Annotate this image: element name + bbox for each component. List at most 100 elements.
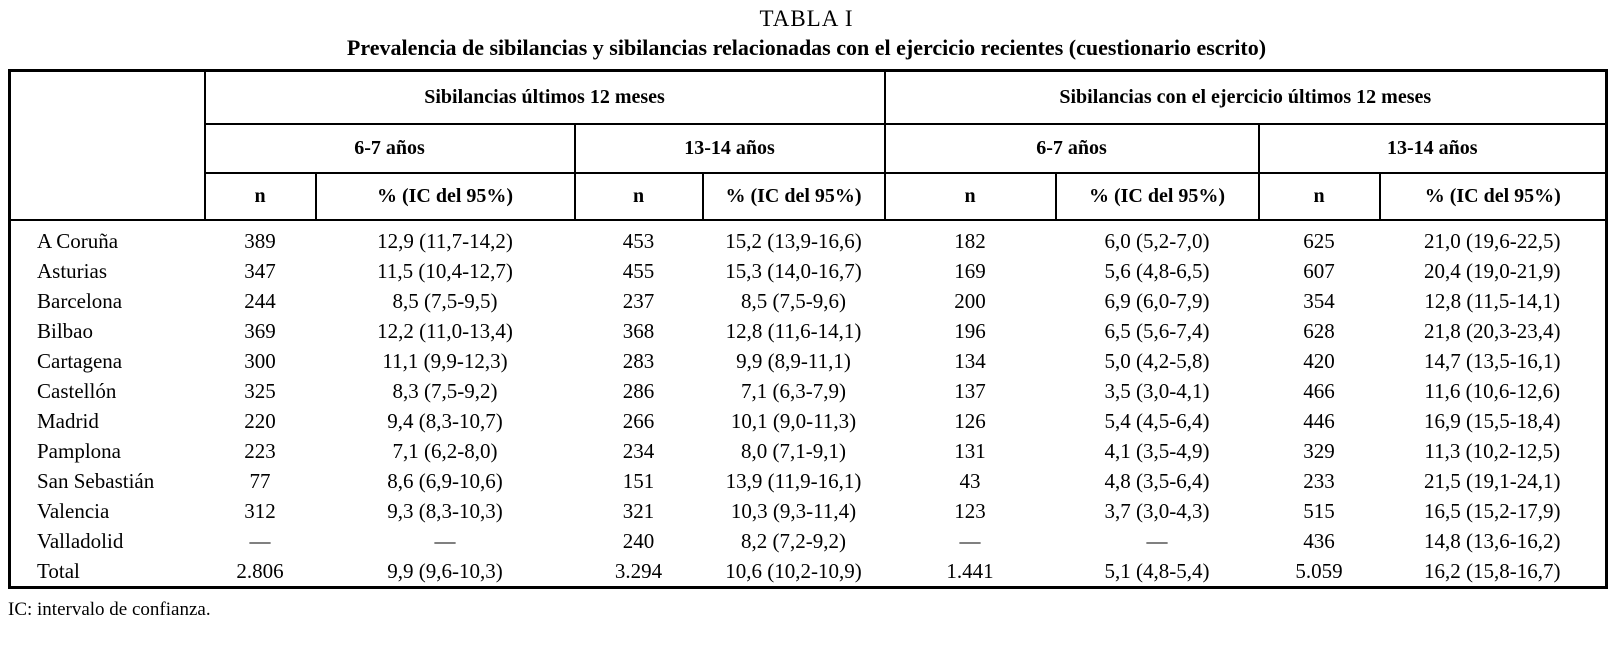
col-header-n: n bbox=[883, 171, 1057, 221]
data-cell: 16,5 (15,2-17,9) bbox=[1424, 498, 1561, 523]
data-cell: 354 bbox=[1303, 288, 1335, 313]
data-cell: 10,3 (9,3-11,4) bbox=[730, 498, 857, 523]
col-header-n: n bbox=[573, 171, 704, 221]
table-row: Asturias 347 11,5 (10,4-12,7) 455 15,3 (14,0… bbox=[10, 256, 1607, 286]
data-cell: 8,0 (7,1-9,1) bbox=[741, 438, 846, 463]
row-label: Castellón bbox=[37, 378, 117, 403]
row-label: Valencia bbox=[37, 498, 110, 523]
data-cell: 607 bbox=[1303, 258, 1335, 283]
data-cell: 8,3 (7,5-9,2) bbox=[392, 378, 498, 403]
data-cell: 436 bbox=[1303, 528, 1335, 553]
data-cell: — bbox=[1146, 528, 1168, 553]
row-label: A Coruña bbox=[37, 228, 119, 253]
data-cell: 453 bbox=[622, 228, 655, 253]
data-cell: 3,5 (3,0-4,1) bbox=[1104, 378, 1210, 403]
data-cell: 9,4 (8,3-10,7) bbox=[387, 408, 503, 433]
data-cell: 10,6 (10,2-10,9) bbox=[725, 558, 862, 583]
data-cell: 12,8 (11,5-14,1) bbox=[1424, 288, 1561, 313]
row-label: San Sebastián bbox=[37, 468, 155, 493]
data-cell: 21,0 (19,6-22,5) bbox=[1424, 228, 1561, 253]
age-header: 13-14 años bbox=[573, 122, 886, 174]
corner-cell bbox=[8, 69, 206, 221]
data-cell: 200 bbox=[954, 288, 986, 313]
footnote: IC: intervalo de confianza. bbox=[8, 598, 211, 620]
row-label: Asturias bbox=[37, 258, 107, 283]
data-cell: 389 bbox=[244, 228, 276, 253]
data-cell: 300 bbox=[244, 348, 276, 373]
row-label: Pamplona bbox=[37, 438, 121, 463]
data-cell: 8,2 (7,2-9,2) bbox=[741, 528, 846, 553]
data-cell: 8,6 (6,9-10,6) bbox=[387, 468, 503, 493]
table-row: Barcelona 244 8,5 (7,5-9,5) 237 8,5 (7,5-9,6… bbox=[10, 286, 1607, 316]
data-cell: 286 bbox=[622, 378, 655, 403]
page-subtitle: Prevalencia de sibilancias y sibilancias… bbox=[346, 35, 1267, 60]
data-cell: 196 bbox=[954, 318, 986, 343]
age-header: 13-14 años bbox=[1257, 122, 1609, 174]
table-row: Total 2.806 9,9 (9,6-10,3) 3.294 10,6 (10,2-… bbox=[10, 556, 1607, 588]
data-cell: 20,4 (19,0-21,9) bbox=[1424, 258, 1561, 283]
data-cell: 15,3 (14,0-16,7) bbox=[725, 258, 862, 283]
data-cell: 15,2 (13,9-16,6) bbox=[725, 228, 862, 253]
data-cell: 5.059 bbox=[1295, 558, 1343, 583]
data-cell: 9,9 (8,9-11,1) bbox=[736, 348, 851, 373]
table-row: Castellón 325 8,3 (7,5-9,2) 286 7,1 (6,3-7,9… bbox=[10, 376, 1607, 406]
table-row: Cartagena 300 11,1 (9,9-12,3) 283 9,9 (8,9-1… bbox=[10, 346, 1607, 376]
data-cell: 4,8 (3,5-6,4) bbox=[1104, 468, 1210, 493]
data-cell: 151 bbox=[622, 468, 655, 493]
table-row: Bilbao 369 12,2 (11,0-13,4) 368 12,8 (11,6-1… bbox=[10, 316, 1607, 346]
data-cell: 5,1 (4,8-5,4) bbox=[1104, 558, 1210, 583]
data-cell: 137 bbox=[954, 378, 986, 403]
col-header-pct: % (IC del 95%) bbox=[701, 171, 886, 221]
data-cell: 240 bbox=[622, 528, 655, 553]
group-header-wheeze: Sibilancias últimos 12 meses bbox=[203, 69, 886, 125]
col-header-pct: % (IC del 95%) bbox=[1378, 171, 1609, 221]
data-cell: 1.441 bbox=[946, 558, 994, 583]
data-cell: 233 bbox=[1303, 468, 1335, 493]
data-cell: 43 bbox=[959, 468, 981, 493]
data-cell: 126 bbox=[954, 408, 986, 433]
table-row: San Sebastián 77 8,6 (6,9-10,6) 151 13,9 (11… bbox=[10, 466, 1607, 496]
data-cell: 628 bbox=[1303, 318, 1335, 343]
data-cell: 3.294 bbox=[614, 558, 663, 583]
prevalence-table: Sibilancias últimos 12 meses Sibilancias… bbox=[8, 69, 1609, 589]
data-cell: 21,5 (19,1-24,1) bbox=[1424, 468, 1561, 493]
data-cell: 11,5 (10,4-12,7) bbox=[377, 258, 513, 283]
data-cell: 466 bbox=[1303, 378, 1335, 403]
data-cell: 14,8 (13,6-16,2) bbox=[1424, 528, 1561, 553]
data-cell: 5,6 (4,8-6,5) bbox=[1104, 258, 1210, 283]
data-cell: 9,9 (9,6-10,3) bbox=[387, 558, 503, 583]
data-cell: 625 bbox=[1303, 228, 1335, 253]
data-cell: 11,1 (9,9-12,3) bbox=[382, 348, 508, 373]
table-row: Valencia 312 9,3 (8,3-10,3) 321 10,3 (9,3-11… bbox=[10, 496, 1607, 526]
row-label: Valladolid bbox=[37, 528, 124, 553]
data-cell: 123 bbox=[954, 498, 986, 523]
data-cell: 6,9 (6,0-7,9) bbox=[1104, 288, 1210, 313]
age-header: 6-7 años bbox=[883, 122, 1260, 174]
data-cell: 321 bbox=[622, 498, 655, 523]
data-cell: 6,0 (5,2-7,0) bbox=[1104, 228, 1210, 253]
table-row: Madrid 220 9,4 (8,3-10,7) 266 10,1 (9,0-11,3… bbox=[10, 406, 1607, 436]
data-cell: 234 bbox=[622, 438, 655, 463]
data-cell: 5,0 (4,2-5,8) bbox=[1104, 348, 1210, 373]
data-cell: 7,1 (6,3-7,9) bbox=[741, 378, 846, 403]
data-cell: 12,9 (11,7-14,2) bbox=[377, 228, 513, 253]
data-cell: 9,3 (8,3-10,3) bbox=[387, 498, 503, 523]
row-label: Bilbao bbox=[37, 318, 93, 343]
data-cell: 325 bbox=[244, 378, 276, 403]
data-cell: 12,8 (11,6-14,1) bbox=[725, 318, 862, 343]
table-header: Sibilancias últimos 12 meses Sibilancias… bbox=[8, 69, 1609, 221]
row-label: Total bbox=[37, 558, 80, 583]
data-cell: 4,1 (3,5-4,9) bbox=[1104, 438, 1210, 463]
data-cell: 3,7 (3,0-4,3) bbox=[1104, 498, 1210, 523]
data-cell: 2.806 bbox=[236, 558, 284, 583]
data-cell: 446 bbox=[1303, 408, 1335, 433]
data-cell: 16,2 (15,8-16,7) bbox=[1424, 558, 1561, 583]
data-cell: 220 bbox=[244, 408, 276, 433]
col-header-n: n bbox=[1257, 171, 1381, 221]
data-cell: 10,1 (9,0-11,3) bbox=[730, 408, 857, 433]
data-cell: — bbox=[959, 528, 981, 553]
row-label: Barcelona bbox=[37, 288, 123, 313]
table-row: A Coruña 389 12,9 (11,7-14,2) 453 15,2 (13,9… bbox=[10, 220, 1607, 256]
data-cell: 223 bbox=[244, 438, 276, 463]
